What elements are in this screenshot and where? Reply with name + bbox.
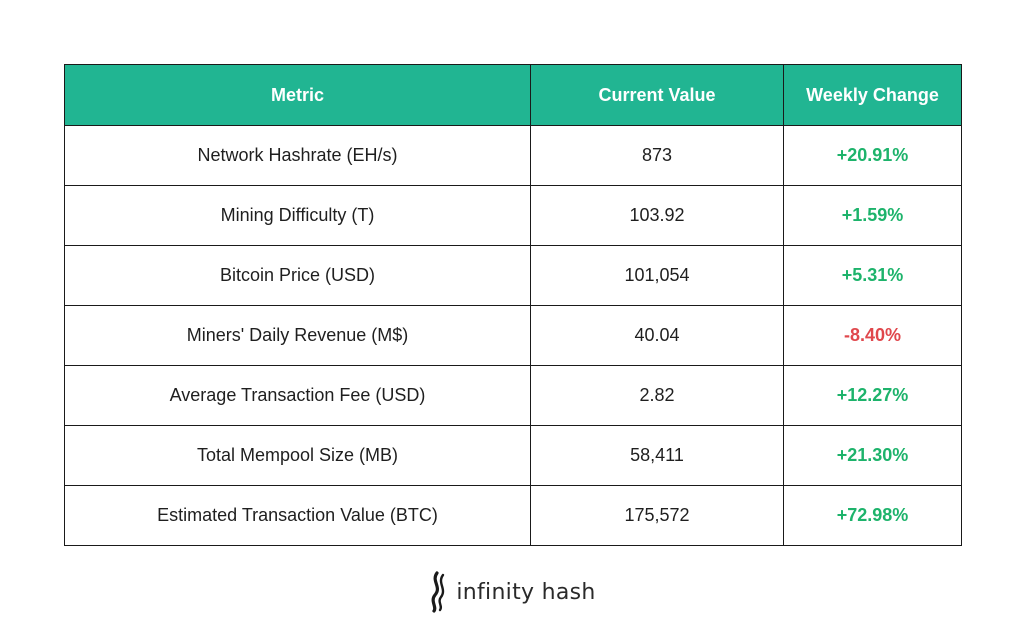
metric-cell: Total Mempool Size (MB) [64,425,531,486]
value-cell: 175,572 [530,485,784,546]
change-cell: +20.91% [783,125,962,186]
value-cell: 101,054 [530,245,784,306]
metric-cell: Miners' Daily Revenue (M$) [64,305,531,366]
header-current-value: Current Value [530,64,784,126]
table-row: Bitcoin Price (USD) 101,054 +5.31% [64,245,962,306]
table-row: Mining Difficulty (T) 103.92 +1.59% [64,185,962,246]
infinity-hash-logo-icon [428,571,450,613]
change-cell: +1.59% [783,185,962,246]
metric-cell: Average Transaction Fee (USD) [64,365,531,426]
table-row: Average Transaction Fee (USD) 2.82 +12.2… [64,365,962,426]
value-cell: 873 [530,125,784,186]
table-header-row: Metric Current Value Weekly Change [64,64,962,126]
change-cell: +5.31% [783,245,962,306]
metric-cell: Estimated Transaction Value (BTC) [64,485,531,546]
table-row: Miners' Daily Revenue (M$) 40.04 -8.40% [64,305,962,366]
metrics-table: Metric Current Value Weekly Change Netwo… [64,64,962,546]
change-cell: -8.40% [783,305,962,366]
brand-name: infinity hash [456,579,596,605]
table-row: Total Mempool Size (MB) 58,411 +21.30% [64,425,962,486]
change-cell: +72.98% [783,485,962,546]
metric-cell: Bitcoin Price (USD) [64,245,531,306]
brand-footer: infinity hash [0,570,1024,614]
value-cell: 103.92 [530,185,784,246]
change-cell: +12.27% [783,365,962,426]
change-cell: +21.30% [783,425,962,486]
value-cell: 40.04 [530,305,784,366]
metric-cell: Mining Difficulty (T) [64,185,531,246]
header-metric: Metric [64,64,531,126]
header-weekly-change: Weekly Change [783,64,962,126]
value-cell: 2.82 [530,365,784,426]
table-row: Estimated Transaction Value (BTC) 175,57… [64,485,962,546]
metric-cell: Network Hashrate (EH/s) [64,125,531,186]
value-cell: 58,411 [530,425,784,486]
table-row: Network Hashrate (EH/s) 873 +20.91% [64,125,962,186]
